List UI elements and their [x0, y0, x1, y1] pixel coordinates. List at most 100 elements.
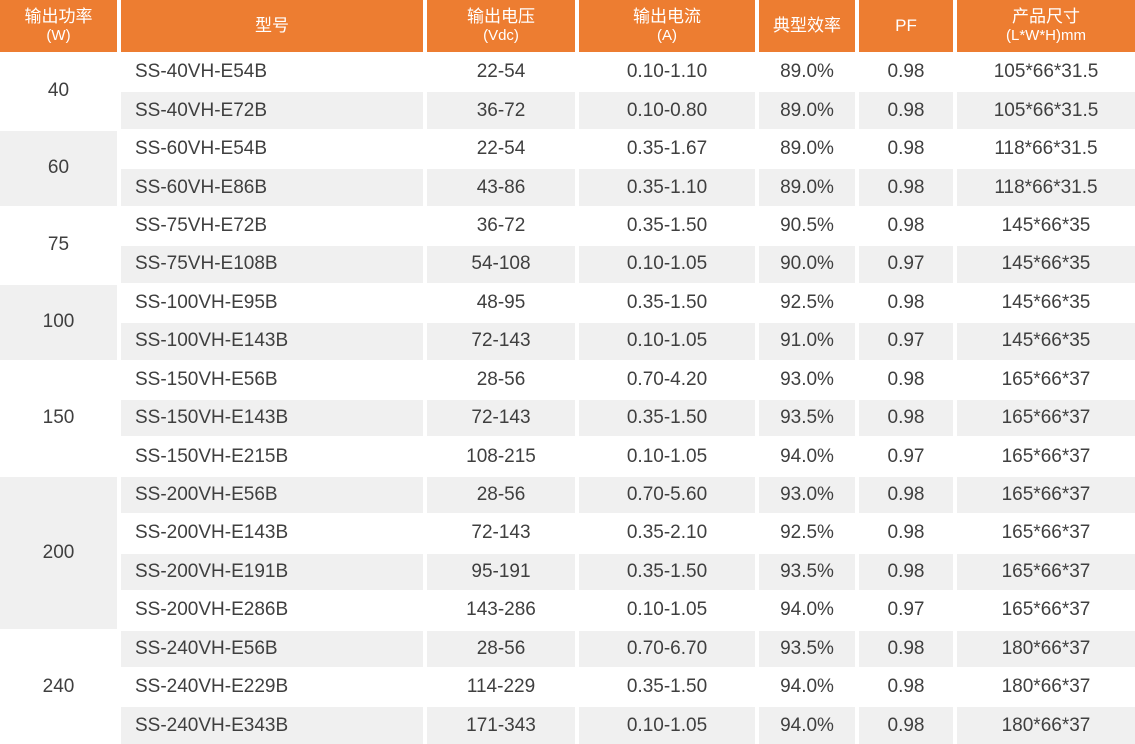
cell-pf: 0.98	[859, 515, 953, 552]
cell-pf: 0.98	[859, 169, 953, 206]
cell-pf: 0.97	[859, 246, 953, 283]
power-group-cell: 100	[0, 284, 117, 360]
cell-size: 165*66*37	[957, 553, 1135, 591]
cell-model: SS-200VH-E56B	[121, 476, 423, 514]
power-group-cell: 75	[0, 207, 117, 283]
cell-pf: 0.98	[859, 54, 953, 91]
cell-efficiency: 90.0%	[759, 246, 855, 283]
cell-current: 0.10-1.10	[579, 54, 755, 91]
cell-voltage: 22-54	[427, 54, 575, 91]
cell-size: 118*66*31.5	[957, 169, 1135, 206]
header-label-pf: PF	[895, 16, 917, 36]
cell-efficiency: 93.5%	[759, 399, 855, 437]
cell-voltage: 54-108	[427, 246, 575, 283]
cell-size: 165*66*37	[957, 361, 1135, 398]
cell-current: 0.10-1.05	[579, 592, 755, 629]
cell-pf: 0.98	[859, 630, 953, 667]
cell-model: SS-40VH-E72B	[121, 92, 423, 129]
cell-pf: 0.97	[859, 323, 953, 360]
cell-efficiency: 94.0%	[759, 707, 855, 744]
cell-current: 0.35-1.50	[579, 669, 755, 706]
cell-pf: 0.98	[859, 707, 953, 744]
cell-voltage: 171-343	[427, 707, 575, 744]
cell-efficiency: 93.0%	[759, 361, 855, 398]
cell-efficiency: 93.5%	[759, 553, 855, 591]
cell-size: 180*66*37	[957, 669, 1135, 706]
cell-pf: 0.98	[859, 284, 953, 322]
cell-efficiency: 89.0%	[759, 92, 855, 129]
cell-current: 0.35-1.50	[579, 284, 755, 322]
header-sublabel-current: (A)	[657, 27, 677, 45]
cell-pf: 0.98	[859, 553, 953, 591]
cell-size: 180*66*37	[957, 630, 1135, 667]
cell-pf: 0.98	[859, 130, 953, 168]
cell-model: SS-240VH-E56B	[121, 630, 423, 667]
cell-voltage: 72-143	[427, 323, 575, 360]
cell-size: 165*66*37	[957, 476, 1135, 514]
header-cell-voltage: 输出电压 (Vdc)	[427, 0, 575, 52]
cell-current: 0.70-5.60	[579, 476, 755, 514]
cell-model: SS-200VH-E191B	[121, 553, 423, 591]
cell-voltage: 48-95	[427, 284, 575, 322]
cell-model: SS-60VH-E86B	[121, 169, 423, 206]
cell-model: SS-100VH-E95B	[121, 284, 423, 322]
cell-efficiency: 94.0%	[759, 592, 855, 629]
cell-efficiency: 89.0%	[759, 130, 855, 168]
cell-pf: 0.98	[859, 92, 953, 129]
cell-size: 165*66*37	[957, 592, 1135, 629]
cell-current: 0.10-1.05	[579, 438, 755, 475]
cell-voltage: 143-286	[427, 592, 575, 629]
cell-current: 0.70-4.20	[579, 361, 755, 398]
cell-current: 0.10-0.80	[579, 92, 755, 129]
cell-model: SS-100VH-E143B	[121, 323, 423, 360]
cell-voltage: 28-56	[427, 476, 575, 514]
cell-efficiency: 92.5%	[759, 515, 855, 552]
cell-voltage: 72-143	[427, 399, 575, 437]
cell-pf: 0.98	[859, 476, 953, 514]
cell-efficiency: 89.0%	[759, 169, 855, 206]
cell-current: 0.10-1.05	[579, 246, 755, 283]
cell-efficiency: 93.5%	[759, 630, 855, 667]
header-label-model: 型号	[255, 16, 289, 36]
cell-voltage: 108-215	[427, 438, 575, 475]
cell-pf: 0.98	[859, 207, 953, 245]
cell-pf: 0.97	[859, 438, 953, 475]
cell-pf: 0.97	[859, 592, 953, 629]
header-label-voltage: 输出电压	[467, 7, 535, 26]
header-cell-pf: PF	[859, 0, 953, 52]
cell-size: 118*66*31.5	[957, 130, 1135, 168]
cell-current: 0.35-1.50	[579, 207, 755, 245]
cell-efficiency: 93.0%	[759, 476, 855, 514]
cell-model: SS-150VH-E56B	[121, 361, 423, 398]
cell-model: SS-240VH-E343B	[121, 707, 423, 744]
cell-efficiency: 92.5%	[759, 284, 855, 322]
cell-current: 0.35-1.67	[579, 130, 755, 168]
cell-current: 0.10-1.05	[579, 323, 755, 360]
power-group-cell: 240	[0, 630, 117, 744]
cell-size: 105*66*31.5	[957, 92, 1135, 129]
cell-model: SS-200VH-E286B	[121, 592, 423, 629]
cell-efficiency: 90.5%	[759, 207, 855, 245]
cell-voltage: 72-143	[427, 515, 575, 552]
cell-size: 145*66*35	[957, 207, 1135, 245]
header-label-size: 产品尺寸	[1012, 7, 1080, 26]
cell-size: 145*66*35	[957, 323, 1135, 360]
cell-voltage: 114-229	[427, 669, 575, 706]
power-group-cell: 200	[0, 476, 117, 629]
cell-pf: 0.98	[859, 399, 953, 437]
header-sublabel-voltage: (Vdc)	[483, 27, 519, 45]
cell-current: 0.35-1.50	[579, 399, 755, 437]
cell-model: SS-150VH-E215B	[121, 438, 423, 475]
header-cell-model: 型号	[121, 0, 423, 52]
cell-model: SS-75VH-E108B	[121, 246, 423, 283]
power-group-cell: 150	[0, 361, 117, 475]
cell-size: 180*66*37	[957, 707, 1135, 744]
cell-current: 0.35-2.10	[579, 515, 755, 552]
header-label-current: 输出电流	[633, 7, 701, 26]
cell-efficiency: 94.0%	[759, 669, 855, 706]
cell-size: 105*66*31.5	[957, 54, 1135, 91]
cell-size: 145*66*35	[957, 284, 1135, 322]
power-group-cell: 40	[0, 54, 117, 129]
header-cell-current: 输出电流 (A)	[579, 0, 755, 52]
cell-size: 165*66*37	[957, 438, 1135, 475]
